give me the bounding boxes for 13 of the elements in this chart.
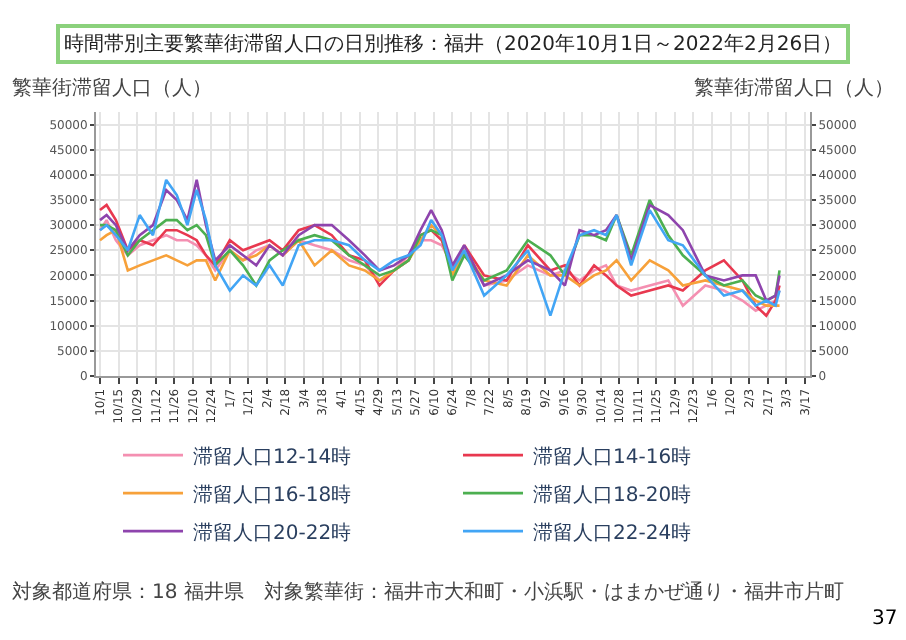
chart-title: 時間帯別主要繁華街滞留人口の日別推移：福井（2020年10月1日～2022年2月26日） xyxy=(64,32,843,56)
line-series xyxy=(98,198,781,302)
legend-label: 滞留人口14-16時 xyxy=(533,444,692,469)
legend-label: 滞留人口20-22時 xyxy=(193,520,352,545)
text: 対象都道府県：18 福井県 対象繁華街：福井市大和町・小浜駅・はまかぜ通り・福井市片町 xyxy=(12,580,844,604)
text: 37 xyxy=(872,608,898,630)
legend-label: 滞留人口12-14時 xyxy=(193,444,352,469)
y-axis-title: 繁華街滞留人口（人） xyxy=(12,76,212,100)
legend-label: 滞留人口16-18時 xyxy=(193,482,352,507)
legend-label: 滞留人口22-24時 xyxy=(533,520,692,545)
y2-axis-title: 繁華街滞留人口（人） xyxy=(694,76,894,100)
line-series xyxy=(98,203,781,317)
legend-label: 滞留人口18-20時 xyxy=(533,482,692,507)
